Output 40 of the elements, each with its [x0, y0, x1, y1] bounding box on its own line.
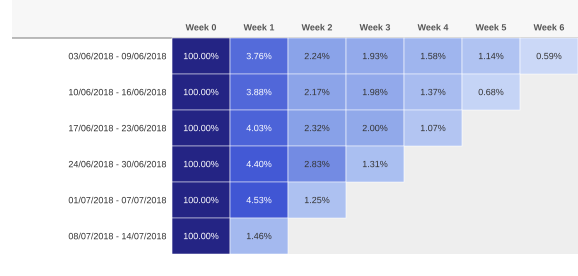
data-label: 2.32% [304, 124, 330, 132]
data-label: 2.83% [304, 160, 330, 168]
x-tick-label: Week 1 [244, 24, 274, 30]
x-tick-label: Week 2 [302, 24, 332, 30]
data-label: 1.14% [478, 52, 504, 60]
data-label: 2.17% [304, 88, 330, 96]
data-label: 2.00% [362, 124, 388, 132]
data-label: 100.00% [184, 88, 218, 96]
data-label: 1.07% [420, 124, 446, 132]
x-tick-label: Week 0 [186, 24, 216, 30]
data-label: 3.76% [246, 52, 272, 60]
data-label: 100.00% [184, 124, 218, 132]
y-tick-label: 01/07/2018 - 07/07/2018 [68, 196, 166, 204]
data-label: 1.31% [362, 160, 388, 168]
x-tick-label: Week 4 [418, 24, 448, 30]
data-label: 1.98% [362, 88, 388, 96]
x-tick-label: Week 6 [534, 24, 564, 30]
data-label: 1.25% [304, 196, 330, 204]
data-label: 100.00% [184, 232, 218, 240]
y-tick-label: 03/06/2018 - 09/06/2018 [68, 52, 166, 60]
data-label: 3.88% [246, 88, 272, 96]
data-label: 0.59% [536, 52, 562, 60]
data-label: 4.03% [246, 124, 272, 132]
data-label: 1.46% [246, 232, 272, 240]
y-tick-label: 10/06/2018 - 16/06/2018 [69, 88, 166, 96]
x-tick-label: Week 5 [476, 24, 506, 30]
data-label: 1.93% [362, 52, 388, 60]
y-tick-label: 17/06/2018 - 23/06/2018 [69, 124, 166, 132]
data-label: 4.40% [246, 160, 272, 168]
y-tick-label: 24/06/2018 - 30/06/2018 [68, 160, 166, 168]
data-label: 1.58% [420, 52, 446, 60]
data-label: 100.00% [184, 160, 218, 168]
x-tick-label: Week 3 [360, 24, 390, 30]
data-label: 100.00% [184, 196, 218, 204]
data-label: 1.37% [420, 88, 446, 96]
data-label: 4.53% [246, 196, 272, 204]
data-label: 0.68% [478, 88, 504, 96]
data-label: 2.24% [304, 52, 330, 60]
data-label: 100.00% [184, 52, 218, 60]
y-tick-label: 08/07/2018 - 14/07/2018 [68, 232, 166, 240]
